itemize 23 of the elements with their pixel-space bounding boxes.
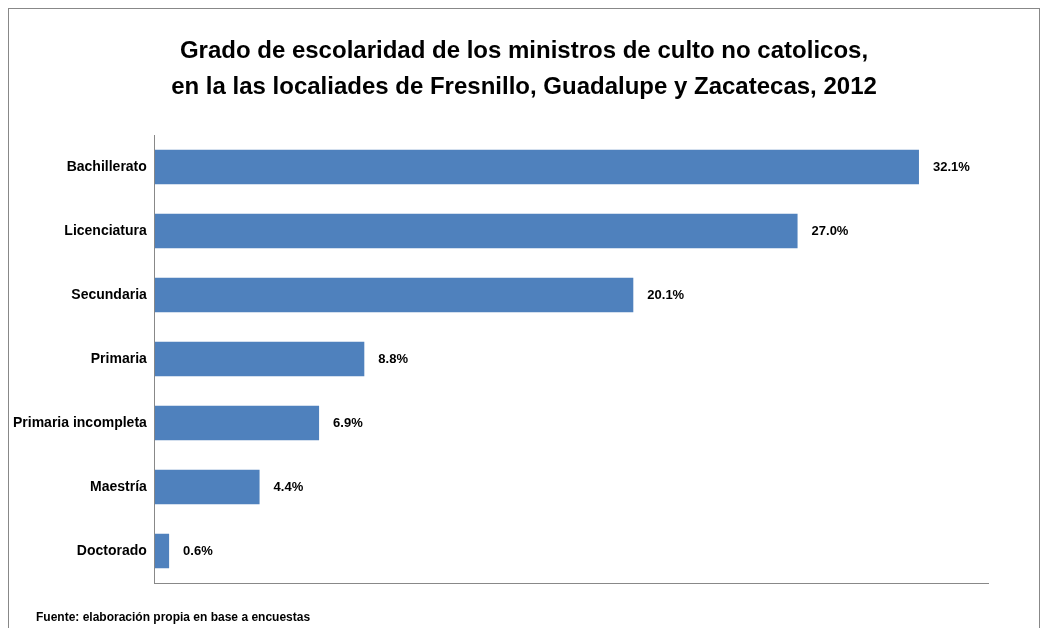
y-tick-label: Secundaria [71, 285, 148, 302]
data-label: 20.1% [647, 286, 685, 302]
y-tick-label: Doctorado [76, 541, 147, 558]
data-label: 32.1% [932, 158, 971, 174]
bar [154, 213, 798, 249]
bar [154, 533, 170, 569]
data-label: 4.4% [273, 478, 304, 494]
bar [154, 469, 260, 505]
y-tick-label: Licenciatura [64, 221, 148, 238]
data-label: 6.9% [333, 414, 364, 430]
source-note: Fuente: elaboración propia en base a encuestas [36, 610, 311, 624]
chart-title: Grado de escolaridad de los ministros de culto no catolicos, en la las localiades de Fresnillo, Guadalupe y Zacatecas, 2012 [170, 35, 878, 101]
bar [154, 149, 919, 185]
data-label: 27.0% [811, 222, 849, 238]
bar [154, 405, 320, 441]
y-tick-label: Bachillerato [66, 157, 147, 174]
y-tick-label: Maestría [90, 477, 148, 494]
bar [154, 277, 634, 313]
data-label: 0.6% [183, 542, 214, 558]
y-tick-label: Primaria incompleta [13, 413, 148, 430]
y-tick-label: Primaria [90, 349, 148, 366]
bar [154, 341, 365, 377]
data-label: 8.8% [378, 350, 409, 366]
